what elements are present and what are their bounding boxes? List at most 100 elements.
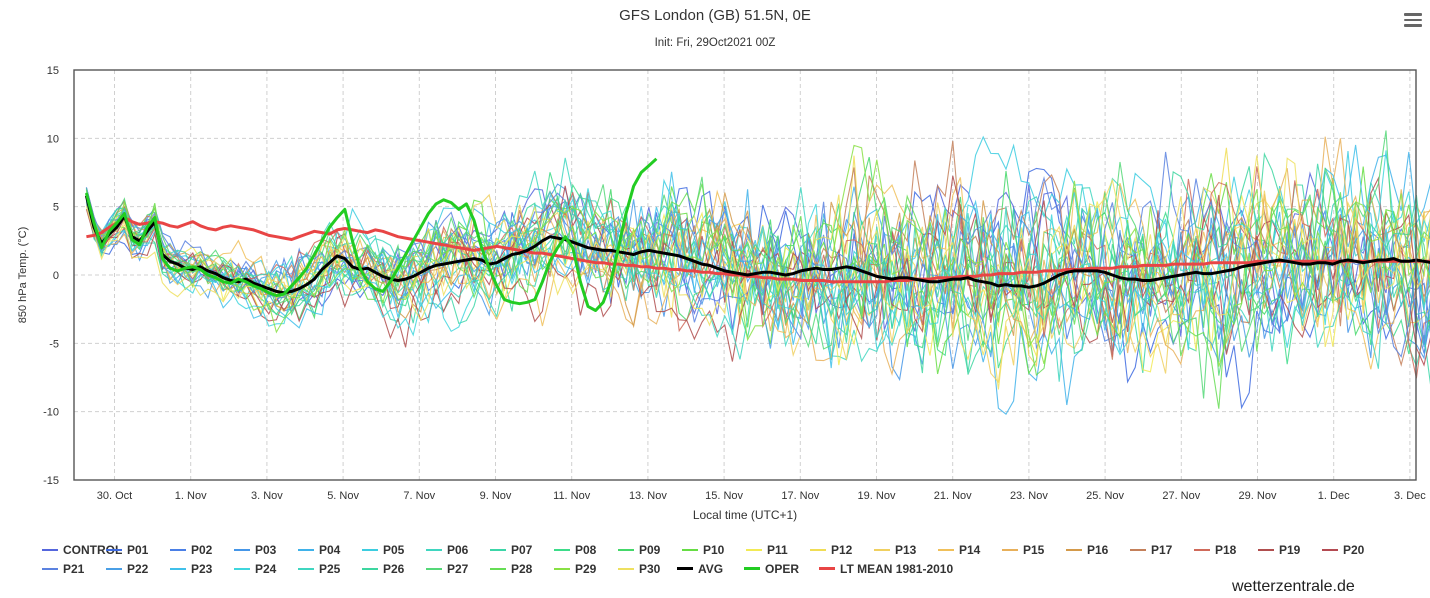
ensemble-members <box>85 130 1430 416</box>
lt-mean-line <box>86 216 1430 284</box>
legend-swatch <box>1322 549 1338 551</box>
legend-label: P15 <box>1023 543 1045 557</box>
x-tick-label: 1. Nov <box>175 490 207 502</box>
legend-label: P12 <box>831 543 853 557</box>
legend-swatch <box>1002 549 1018 551</box>
x-axis-label: Local time (UTC+1) <box>693 508 797 522</box>
legend-label: P21 <box>63 562 85 576</box>
x-tick-label: 9. Nov <box>480 490 512 502</box>
legend-label: P11 <box>767 543 788 557</box>
legend-swatch <box>1130 549 1146 551</box>
x-tick-label: 7. Nov <box>403 490 435 502</box>
legend-swatch <box>42 549 58 551</box>
ensemble-member-line <box>85 183 1430 409</box>
legend-swatch <box>810 549 826 551</box>
legend-label: P28 <box>511 562 533 576</box>
legend-label: LT MEAN 1981-2010 <box>840 562 954 576</box>
legend-swatch <box>746 549 762 551</box>
legend-label: P13 <box>895 543 917 557</box>
y-tick-label: 10 <box>47 133 59 145</box>
legend-row: P21 P22 P23 P24 P25 P26 P27 P28 P29 P30 AVG OPER LT … <box>38 560 1428 579</box>
legend-swatch <box>426 568 442 570</box>
plot-frame <box>73 69 1417 481</box>
legend-swatch <box>426 549 442 551</box>
x-tick-label: 11. Nov <box>553 490 591 502</box>
ensemble-member-line <box>85 166 1430 379</box>
legend-label: P30 <box>639 562 661 576</box>
legend-swatch <box>744 567 760 570</box>
legend-swatch <box>554 549 570 551</box>
main-series <box>84 157 1430 312</box>
y-tick-label: 15 <box>47 65 59 77</box>
ensemble-member-line <box>85 194 1430 354</box>
x-tick-label: 5. Nov <box>327 490 359 502</box>
x-tick-label: 23. Nov <box>1010 490 1048 502</box>
legend-swatch <box>1066 549 1082 551</box>
avg-line <box>84 195 1430 295</box>
x-tick-label: 17. Nov <box>781 490 819 502</box>
chart-subtitle: Init: Fri, 29Oct2021 00Z <box>654 37 776 49</box>
ensemble-member-line <box>85 130 1430 399</box>
legend-label: P20 <box>1343 543 1365 557</box>
x-tick-label: 1. Dec <box>1318 490 1350 502</box>
legend-swatch <box>170 549 186 551</box>
legend-label: P26 <box>383 562 405 576</box>
legend-label: P27 <box>447 562 469 576</box>
legend-swatch <box>682 549 698 551</box>
legend-label: P29 <box>575 562 597 576</box>
ensemble-member-line <box>85 144 1430 369</box>
y-tick-label: -15 <box>43 475 59 487</box>
legend-swatch <box>298 549 314 551</box>
legend-label: P19 <box>1279 543 1301 557</box>
ensemble-member-line <box>85 155 1430 390</box>
legend-label: P14 <box>959 543 981 557</box>
legend-swatch <box>677 567 693 570</box>
legend-swatch <box>618 568 634 570</box>
legend-swatch <box>234 568 250 570</box>
legend-label: P25 <box>319 562 341 576</box>
legend-swatch <box>234 549 250 551</box>
legend-label: P06 <box>447 543 469 557</box>
legend-swatch <box>170 568 186 570</box>
hamburger-menu-icon[interactable] <box>1402 10 1424 30</box>
legend-label: P17 <box>1151 543 1173 557</box>
legend-swatch <box>362 549 378 551</box>
legend-label: P09 <box>639 543 661 557</box>
legend-swatch <box>819 567 835 570</box>
x-tick-label: 30. Oct <box>97 490 132 502</box>
ensemble-member-line <box>85 187 1430 336</box>
legend-swatch <box>874 549 890 551</box>
legend-label: P02 <box>191 543 213 557</box>
legend-swatch <box>362 568 378 570</box>
x-tick-label: 27. Nov <box>1162 490 1200 502</box>
legend-label: P16 <box>1087 543 1109 557</box>
legend-label: P08 <box>575 543 597 557</box>
oper-line <box>84 157 658 312</box>
legend-label: P18 <box>1215 543 1237 557</box>
legend-swatch <box>554 568 570 570</box>
legend-row: CONTROL P01 P02 P03 P04 P05 P06 P07 P08 P09 P10 P11… <box>38 541 1428 560</box>
y-tick-label: -10 <box>43 407 59 419</box>
y-tick-label: 0 <box>53 270 59 282</box>
legend-label: P07 <box>511 543 533 557</box>
x-tick-label: 13. Nov <box>629 490 667 502</box>
y-tick-label: 5 <box>53 202 59 214</box>
x-tick-label: 25. Nov <box>1086 490 1124 502</box>
legend-label: P22 <box>127 562 149 576</box>
ensemble-member-line <box>85 187 1430 382</box>
legend-swatch <box>938 549 954 551</box>
ensemble-member-line <box>85 140 1430 367</box>
x-tick-label: 19. Nov <box>858 490 896 502</box>
legend-label: P03 <box>255 543 277 557</box>
legend-label: P23 <box>191 562 213 576</box>
y-tick-label: -5 <box>49 338 59 350</box>
x-tick-label: 29. Nov <box>1239 490 1277 502</box>
legend-label: P10 <box>703 543 725 557</box>
legend-swatch <box>490 568 506 570</box>
legend-label: P04 <box>319 543 341 557</box>
ensemble-member-line <box>85 167 1430 410</box>
legend-swatch <box>1194 549 1210 551</box>
x-tick-label: 15. Nov <box>705 490 743 502</box>
legend-label: CONTROL <box>63 543 123 557</box>
